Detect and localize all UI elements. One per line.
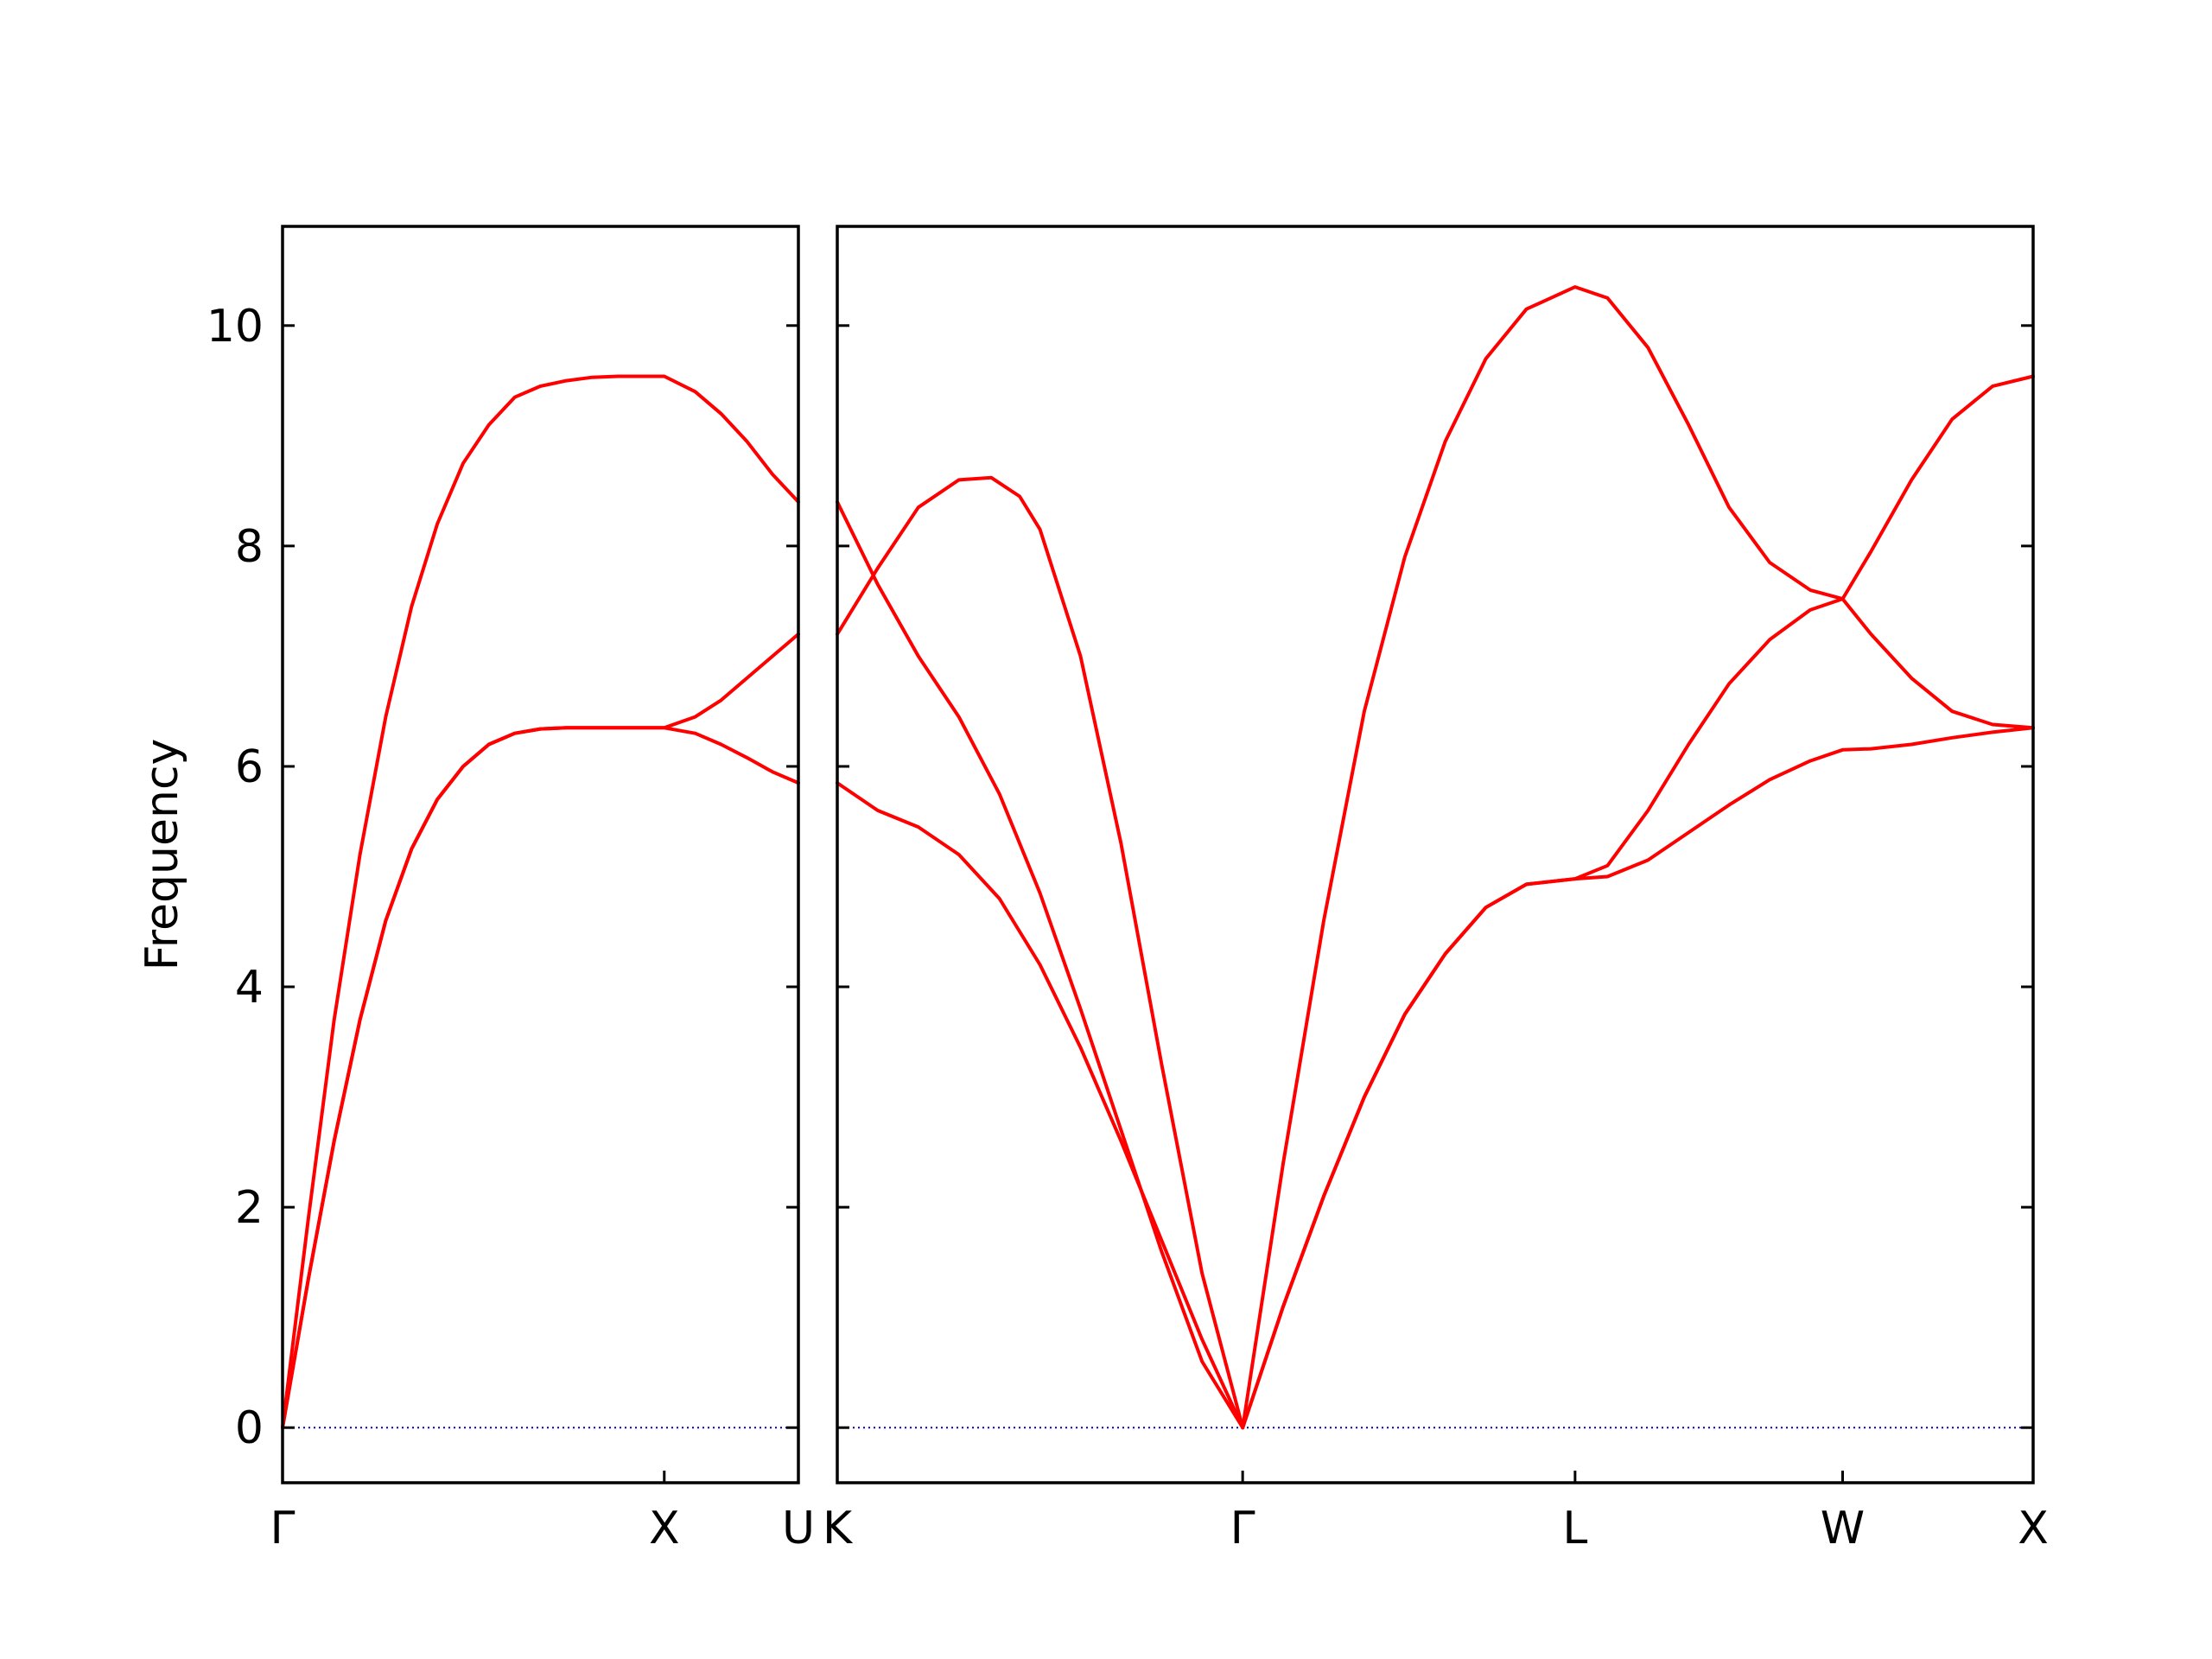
- band-line-1: [281, 726, 800, 1430]
- y-axis-label: Frequency: [137, 739, 188, 971]
- band-line-1: [836, 781, 1245, 1430]
- band-line-3: [836, 475, 1245, 1430]
- x-tick-label: Γ: [270, 1503, 296, 1554]
- x-tick-label: X: [649, 1503, 680, 1554]
- band-line-2: [836, 499, 1245, 1430]
- panel-frame: [281, 225, 800, 1484]
- x-tick-label: X: [2018, 1503, 2049, 1554]
- y-tick-label: 2: [235, 1182, 264, 1234]
- y-tick-label: 0: [235, 1402, 264, 1454]
- y-tick-label: 4: [235, 962, 264, 1014]
- band-line-5: [1241, 597, 2035, 1430]
- y-tick-label: 10: [207, 301, 264, 353]
- x-tick-label: U: [782, 1503, 815, 1554]
- band-line-6: [1241, 285, 2035, 1430]
- y-tick-label: 8: [235, 521, 264, 573]
- x-tick-label: W: [1821, 1503, 1865, 1554]
- y-tick-label: 6: [235, 741, 264, 793]
- x-tick-label: Γ: [1230, 1503, 1255, 1554]
- band-line-4: [1241, 726, 2035, 1430]
- panel-1: 0 2 4 6 8 10 Γ X U: [207, 225, 815, 1554]
- band-line-2: [281, 632, 800, 1430]
- band-line-3: [281, 374, 800, 1430]
- x-tick-label: L: [1562, 1503, 1587, 1554]
- x-tick-label: K: [823, 1503, 854, 1554]
- chart-panels: 0 2 4 6 8 10 Γ X U K Γ L W X: [207, 225, 2049, 1554]
- panel-frame: [836, 225, 2035, 1484]
